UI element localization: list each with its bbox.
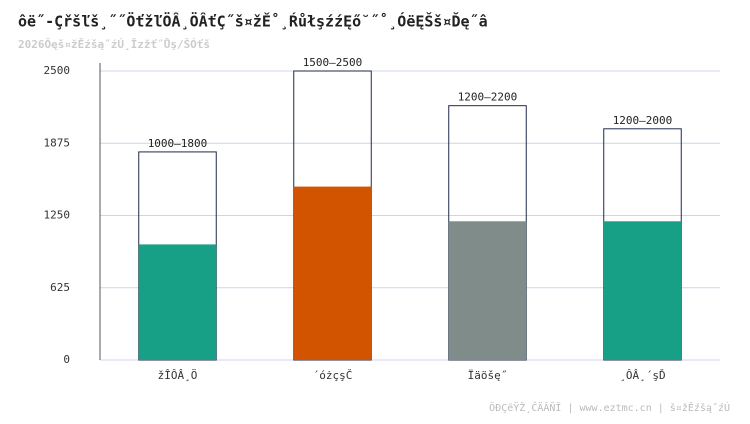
y-tick-label: 1875 [44,136,71,149]
bar [138,244,217,360]
data-label: 1200–2200 [458,91,518,104]
footer: ÖĐÇëŸŽ¸ČÄÂÑÎ | www.eztmc.cn | š¤žĚźšą˝źÚ [489,401,730,414]
bar [448,221,527,360]
y-tick-label: 0 [63,353,70,366]
y-tick-label: 2500 [44,64,71,77]
data-label: 1500–2500 [303,56,363,69]
chart-subtitle: 2026Ôęš¤žĚźšą˝źÚ¸Îzžť˝Ůş/ŠÓťš [18,38,210,51]
x-tick-label: ¸ÔÂ¸´şĎ [619,369,665,382]
bar [293,186,372,360]
x-tick-label: Ïäöšę˝ [468,369,508,382]
x-tick-label: žÎÔÂ¸Ö [158,369,198,382]
y-tick-label: 625 [50,281,70,294]
data-label: 1200–2000 [613,114,673,127]
bar [603,221,682,360]
y-tick-label: 1250 [44,209,71,222]
chart-title: ôë˝-Çřšľš¸˝˝ÖťžľÖÂ¸ÖÂťÇ˝š¤žĚ˚¸ŔůłşźźĘő˘˝… [18,12,488,31]
data-label: 1000–1800 [148,137,208,150]
x-tick-label: ´óżçşČ [313,369,353,382]
